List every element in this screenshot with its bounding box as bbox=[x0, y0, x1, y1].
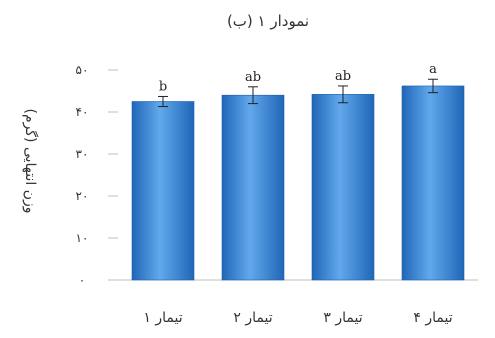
significance-letter: a bbox=[429, 62, 437, 77]
bars bbox=[131, 85, 465, 281]
y-tick-label: ۳۰ bbox=[76, 147, 89, 161]
bar bbox=[131, 101, 195, 281]
chart-title: نمودار ۱ (ب) bbox=[227, 12, 309, 30]
error-bar bbox=[158, 95, 168, 108]
y-tick-label: ۴۰ bbox=[76, 105, 89, 119]
category-label: تیمار ۱ bbox=[143, 310, 182, 326]
category-label: تیمار ۲ bbox=[233, 310, 272, 326]
significance-letter: ab bbox=[335, 69, 351, 84]
error-bar bbox=[428, 78, 438, 94]
y-tick-label: ۱۰ bbox=[76, 231, 89, 245]
y-axis-label: وزن انتهایی (گرم) bbox=[22, 109, 39, 214]
significance-letter: ab bbox=[245, 70, 261, 85]
bar bbox=[401, 85, 465, 281]
y-ticks: ۰ ۱۰ ۲۰ ۳۰ ۴۰ ۵۰ bbox=[76, 63, 118, 287]
y-tick-label: ۲۰ bbox=[76, 189, 89, 203]
category-labels: تیمار ۱ تیمار ۲ تیمار ۳ تیمار ۴ bbox=[143, 310, 452, 326]
significance-letters: b ab ab a bbox=[159, 62, 437, 94]
error-bar bbox=[248, 86, 258, 105]
y-tick-label: ۰ bbox=[79, 273, 85, 287]
significance-letter: b bbox=[159, 79, 167, 94]
bar bbox=[311, 94, 375, 281]
category-label: تیمار ۴ bbox=[413, 310, 452, 326]
category-label: تیمار ۳ bbox=[323, 310, 362, 326]
error-bars bbox=[158, 78, 438, 108]
bar bbox=[221, 94, 285, 281]
y-tick-label: ۵۰ bbox=[76, 63, 89, 77]
error-bar bbox=[338, 85, 348, 104]
